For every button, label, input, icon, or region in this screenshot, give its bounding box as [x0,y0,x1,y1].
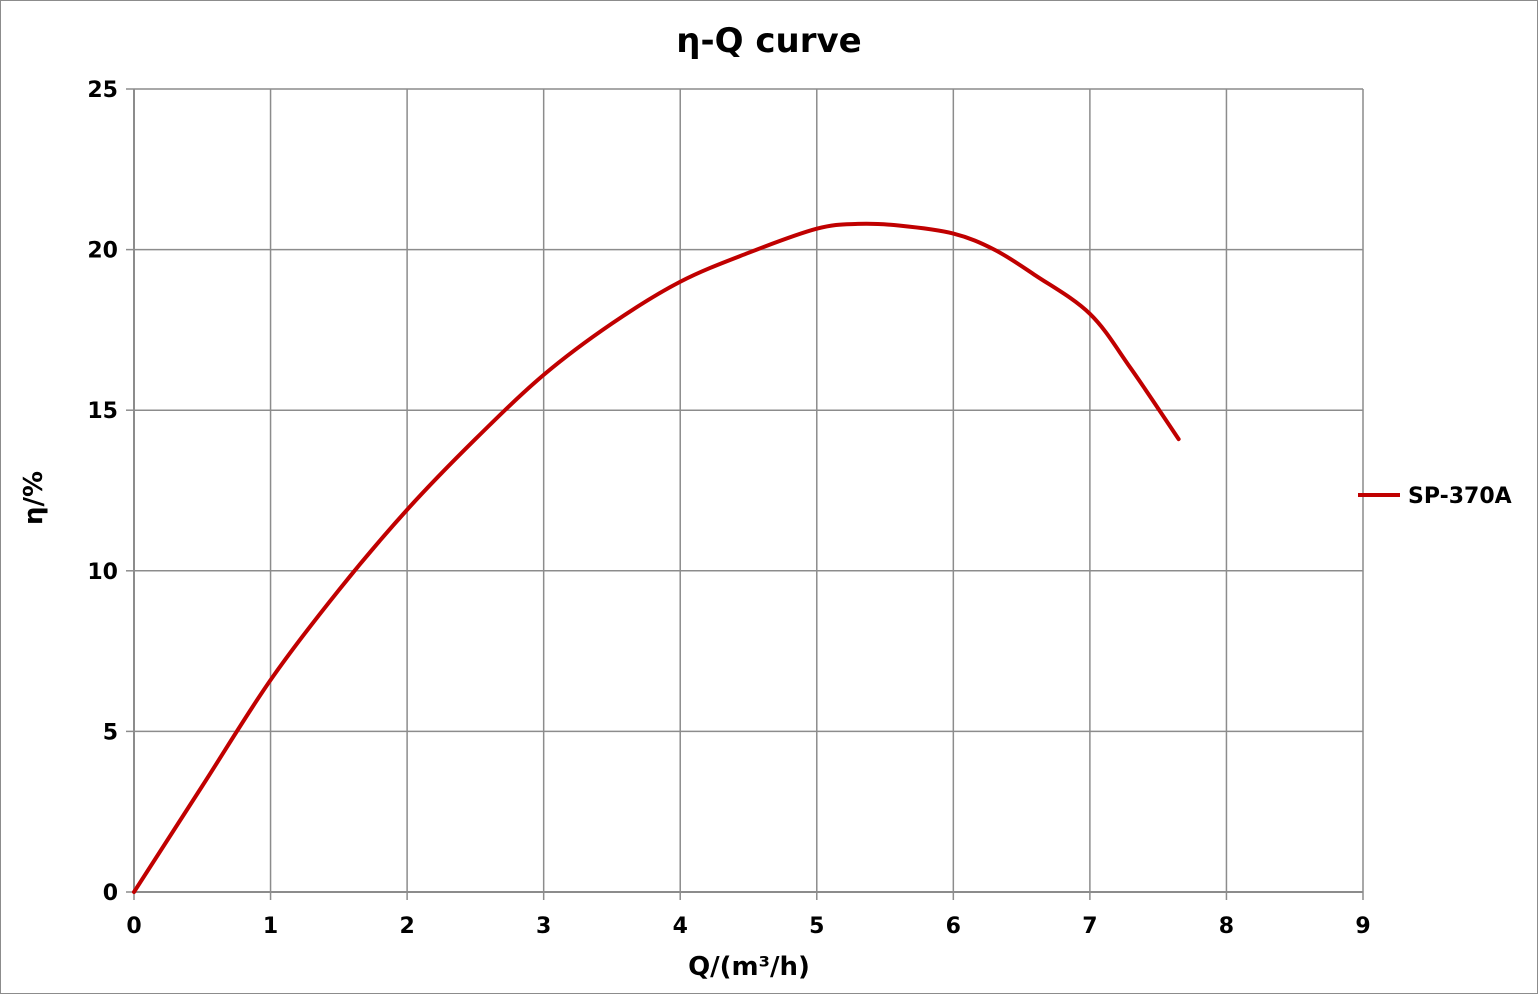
x-tick-label-4: 4 [673,914,688,939]
legend-label-0: SP-370A [1408,484,1512,509]
y-tick-label-2: 10 [87,560,118,585]
grid [133,88,1364,893]
x-tick-label-0: 0 [126,914,141,939]
chart-title: η-Q curve [676,21,861,61]
x-tick-label-5: 5 [809,914,824,939]
x-tick-label-2: 2 [399,914,414,939]
series-line-0 [132,221,1181,894]
y-axis-label: η/% [19,471,49,525]
x-axis-ticks: 0 1 2 3 4 5 6 7 8 9 [126,892,1371,939]
x-tick-label-1: 1 [263,914,278,939]
series-layer [132,221,1181,894]
x-tick-label-9: 9 [1355,914,1370,939]
y-tick-label-5: 25 [87,78,118,103]
y-tick-label-1: 5 [103,720,118,745]
x-tick-label-6: 6 [946,914,961,939]
y-tick-label-4: 20 [87,239,118,264]
x-axis-label: Q/(m³/h) [688,952,810,982]
y-axis-ticks: 0 5 10 15 20 25 [87,78,134,906]
x-tick-label-3: 3 [536,914,551,939]
y-tick-label-0: 0 [103,881,118,906]
x-tick-label-8: 8 [1219,914,1234,939]
y-tick-label-3: 15 [87,399,118,424]
x-tick-label-7: 7 [1082,914,1097,939]
legend: SP-370A [1358,484,1512,509]
